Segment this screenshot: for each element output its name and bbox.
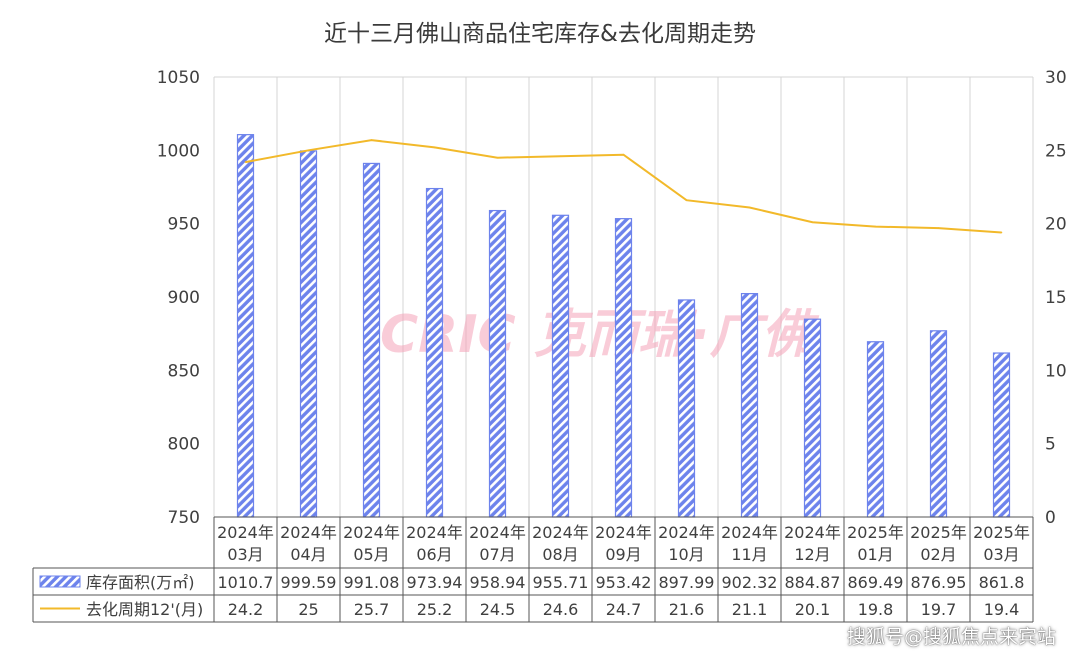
line-point bbox=[496, 156, 499, 159]
table-value-line: 21.6 bbox=[669, 600, 705, 619]
table-value-bars: 869.49 bbox=[848, 573, 904, 592]
line-point bbox=[1000, 231, 1003, 234]
x-tick-label-year: 2025年 bbox=[847, 523, 904, 542]
line-point bbox=[937, 227, 940, 229]
table-value-bars: 973.94 bbox=[407, 573, 463, 592]
x-tick-label-month: 05月 bbox=[353, 545, 389, 564]
legend-label-bars: 库存面积(万㎡) bbox=[86, 573, 195, 592]
table-value-line: 20.1 bbox=[795, 600, 831, 619]
bar bbox=[362, 162, 381, 518]
bar bbox=[488, 209, 507, 518]
table-value-bars: 999.59 bbox=[281, 573, 337, 592]
table-value-line: 24.7 bbox=[606, 600, 642, 619]
x-tick-label-month: 01月 bbox=[857, 545, 893, 564]
bar bbox=[236, 134, 255, 518]
line-point bbox=[433, 146, 436, 149]
x-tick-label-month: 11月 bbox=[731, 545, 767, 564]
chart-title: 近十三月佛山商品住宅库存&去化周期走势 bbox=[324, 21, 756, 47]
line-point bbox=[874, 225, 877, 228]
table-value-bars: 897.99 bbox=[659, 573, 715, 592]
bar bbox=[866, 341, 885, 518]
x-tick-label-year: 2024年 bbox=[343, 523, 400, 542]
y-left-tick-label: 900 bbox=[168, 288, 200, 308]
table-value-bars: 991.08 bbox=[344, 573, 400, 592]
x-tick-label-year: 2024年 bbox=[406, 523, 463, 542]
y-right-tick-label: 15 bbox=[1045, 288, 1067, 308]
line-point bbox=[559, 155, 562, 157]
table-value-line: 24.6 bbox=[543, 600, 579, 619]
x-tick-label-year: 2024年 bbox=[721, 523, 778, 542]
bar bbox=[551, 214, 570, 518]
x-tick-label-month: 10月 bbox=[668, 545, 704, 564]
line-point bbox=[307, 149, 310, 152]
x-tick-label-year: 2025年 bbox=[973, 523, 1030, 542]
x-tick-label-month: 03月 bbox=[227, 545, 263, 564]
x-tick-label-year: 2024年 bbox=[469, 523, 526, 542]
watermark: 搜狐号@搜狐焦点来宾站 bbox=[846, 626, 1056, 648]
line-point bbox=[685, 199, 688, 201]
y-right-tick-label: 20 bbox=[1045, 215, 1067, 235]
y-right-tick-label: 5 bbox=[1045, 435, 1056, 455]
line-point bbox=[622, 153, 625, 156]
table-value-line: 19.8 bbox=[858, 600, 894, 619]
y-left-tick-label: 1050 bbox=[157, 68, 200, 88]
y-right-tick-label: 30 bbox=[1045, 68, 1067, 88]
bar bbox=[992, 352, 1011, 518]
y-right-tick-label: 10 bbox=[1045, 361, 1067, 381]
x-tick-label-year: 2024年 bbox=[595, 523, 652, 542]
table-value-line: 25.7 bbox=[354, 600, 390, 619]
x-tick-label-year: 2024年 bbox=[532, 523, 589, 542]
line-point bbox=[811, 221, 814, 223]
x-tick-label-year: 2024年 bbox=[217, 523, 274, 542]
y-right-tick-label: 25 bbox=[1045, 141, 1067, 161]
x-tick-label-year: 2024年 bbox=[784, 523, 841, 542]
table-value-bars: 958.94 bbox=[470, 573, 526, 592]
table-value-bars: 876.95 bbox=[911, 573, 967, 592]
y-left-tick-label: 950 bbox=[168, 215, 200, 235]
table-value-bars: 955.71 bbox=[533, 573, 589, 592]
table-value-line: 19.7 bbox=[921, 600, 957, 619]
bar bbox=[425, 187, 444, 518]
line-point bbox=[370, 139, 373, 141]
x-tick-label-month: 06月 bbox=[416, 545, 452, 564]
bar bbox=[299, 150, 318, 518]
y-left-tick-label: 800 bbox=[168, 435, 200, 455]
table-value-line: 25.2 bbox=[417, 600, 453, 619]
table-value-bars: 861.8 bbox=[979, 573, 1025, 592]
x-tick-label-month: 08月 bbox=[542, 545, 578, 564]
line-point bbox=[244, 161, 247, 163]
table-value-bars: 884.87 bbox=[785, 573, 841, 592]
line-point bbox=[748, 206, 751, 209]
bar bbox=[803, 318, 822, 518]
bar bbox=[614, 218, 633, 518]
table-value-bars: 953.42 bbox=[596, 573, 652, 592]
table-value-line: 24.5 bbox=[480, 600, 516, 619]
x-tick-label-month: 09月 bbox=[605, 545, 641, 564]
bar bbox=[677, 299, 696, 518]
bar bbox=[740, 292, 759, 518]
table-value-line: 19.4 bbox=[984, 600, 1020, 619]
y-left-tick-label: 750 bbox=[168, 508, 200, 528]
x-tick-label-month: 04月 bbox=[290, 545, 326, 564]
table-value-bars: 1010.7 bbox=[218, 573, 274, 592]
x-tick-label-month: 03月 bbox=[983, 545, 1019, 564]
legend-label-line: 去化周期12'(月) bbox=[86, 600, 203, 619]
bar bbox=[929, 330, 948, 518]
x-tick-label-month: 07月 bbox=[479, 545, 515, 564]
table-value-line: 25 bbox=[298, 600, 318, 619]
y-left-tick-label: 1000 bbox=[157, 141, 200, 161]
table-value-bars: 902.32 bbox=[722, 573, 778, 592]
y-left-tick-label: 850 bbox=[168, 361, 200, 381]
x-tick-label-month: 02月 bbox=[920, 545, 956, 564]
x-tick-label-month: 12月 bbox=[794, 545, 830, 564]
x-tick-label-year: 2025年 bbox=[910, 523, 967, 542]
table-value-line: 24.2 bbox=[228, 600, 264, 619]
table-value-line: 21.1 bbox=[732, 600, 768, 619]
legend-swatch-bars bbox=[39, 575, 81, 588]
y-right-tick-label: 0 bbox=[1045, 508, 1056, 528]
x-tick-label-year: 2024年 bbox=[280, 523, 337, 542]
x-tick-label-year: 2024年 bbox=[658, 523, 715, 542]
